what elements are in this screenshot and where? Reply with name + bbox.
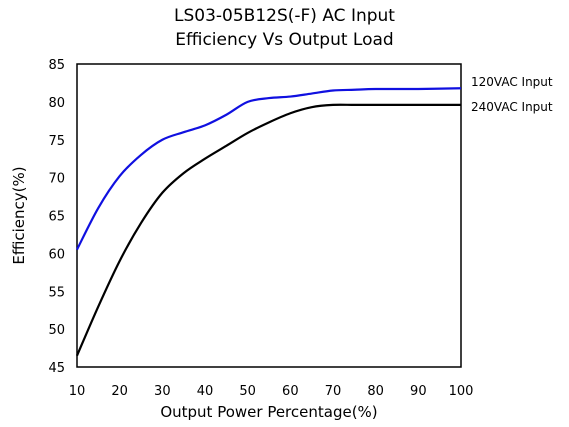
x-tick-label: 40 [197, 384, 214, 399]
series-label-120vac: 120VAC Input [471, 75, 553, 89]
y-tick-label: 50 [48, 323, 65, 338]
y-tick-label: 60 [48, 247, 65, 262]
y-tick-label: 85 [48, 58, 65, 73]
x-tick-label: 20 [111, 384, 128, 399]
series-label-240vac: 240VAC Input [471, 100, 553, 114]
x-tick-label: 100 [449, 384, 474, 399]
series-line-240vac [75, 103, 461, 357]
y-axis-label: Efficiency(%) [10, 166, 28, 264]
y-tick-label: 45 [48, 361, 65, 376]
plot-area [76, 63, 462, 368]
x-tick-label: 70 [325, 384, 342, 399]
x-tick-label: 10 [69, 384, 86, 399]
y-tick-label: 65 [48, 210, 65, 225]
y-tick-label: 75 [48, 134, 65, 149]
chart-title: LS03-05B12S(-F) AC Input [174, 6, 395, 26]
x-axis-label: Output Power Percentage(%) [160, 403, 377, 421]
y-tick-label: 70 [48, 172, 65, 187]
y-tick-label: 80 [48, 96, 65, 111]
x-tick-label: 60 [282, 384, 299, 399]
series-line-120vac [76, 87, 462, 251]
y-tick-label: 55 [48, 285, 65, 300]
x-tick-label: 90 [410, 384, 427, 399]
x-tick-label: 30 [154, 384, 171, 399]
x-tick-label: 80 [367, 384, 384, 399]
x-tick-label: 50 [239, 384, 256, 399]
chart-subtitle: Efficiency Vs Output Load [175, 30, 394, 50]
